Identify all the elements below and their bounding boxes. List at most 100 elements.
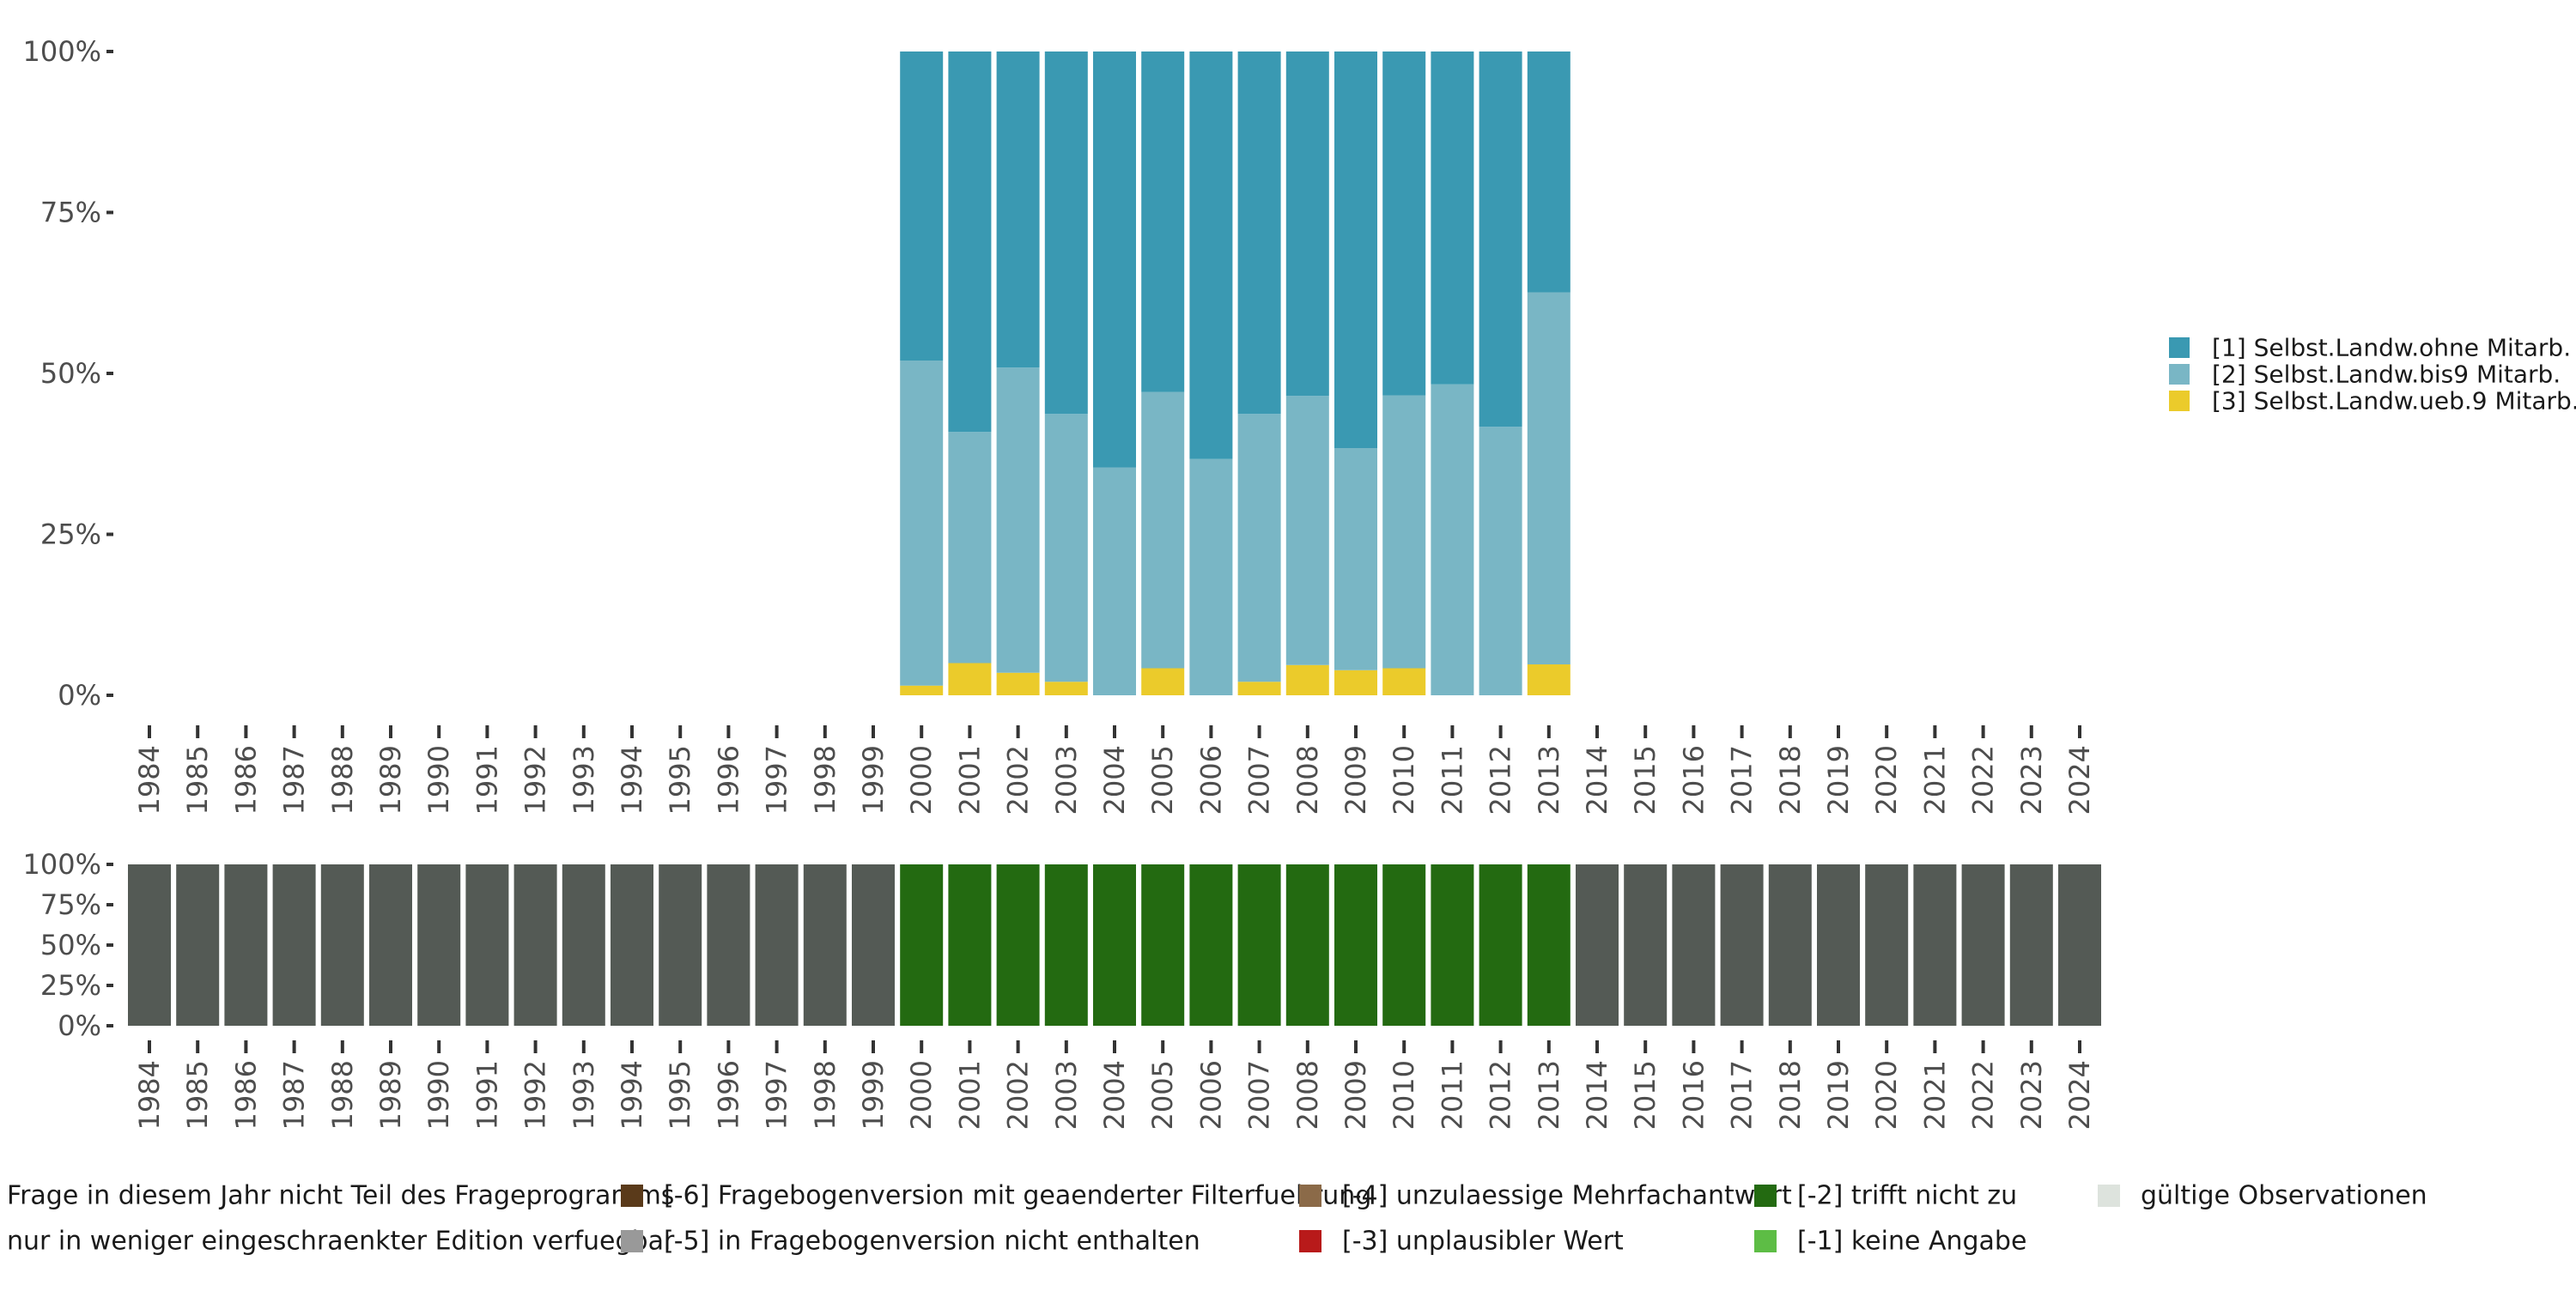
- x-tick-label: 1997: [761, 1060, 793, 1130]
- bar-segment: [1189, 458, 1233, 695]
- bar-segment: [1093, 467, 1136, 695]
- y-tick-label: 100%: [23, 35, 101, 68]
- x-tick-label: 2013: [1533, 1060, 1565, 1130]
- x-tick-label: 2010: [1388, 745, 1420, 815]
- x-tick-label: 1995: [664, 1060, 696, 1130]
- x-tick-label: 2017: [1726, 1060, 1759, 1130]
- bar-segment: [948, 864, 992, 1026]
- bar-segment: [900, 52, 944, 361]
- bar-segment: [1431, 864, 1474, 1026]
- x-tick-label: 1998: [809, 745, 841, 815]
- bar-segment: [465, 864, 509, 1026]
- bottom-panel: 0% 25% 50% 75% 100% 1984 1985 1986 1987 1988 1989 1…: [23, 848, 2101, 1130]
- x-tick-label: 1993: [568, 745, 600, 815]
- x-tick-label: 1986: [229, 745, 262, 815]
- bar-segment: [1141, 668, 1185, 695]
- x-tick-label: 1995: [664, 745, 696, 815]
- bar-segment: [948, 663, 992, 695]
- x-tick-label: 2009: [1340, 745, 1372, 815]
- x-tick-label: 1987: [278, 745, 311, 815]
- x-tick-label: 2008: [1291, 1060, 1324, 1130]
- x-tick-label: 2012: [1485, 1060, 1517, 1130]
- bar-segment: [611, 864, 653, 1026]
- x-tick-label: 2003: [1050, 1060, 1083, 1130]
- x-tick-label: 2019: [1822, 1060, 1855, 1130]
- bar-segment: [1285, 52, 1329, 397]
- bar-segment: [1189, 864, 1233, 1026]
- x-tick-label: 2007: [1243, 745, 1276, 815]
- x-tick-label: 2008: [1291, 745, 1324, 815]
- bar-segment: [1768, 864, 1812, 1026]
- bar-segment: [707, 864, 750, 1026]
- bar-segment: [1576, 864, 1619, 1026]
- x-tick-label: 2024: [2063, 745, 2096, 815]
- x-tick-label: 2022: [1967, 745, 2000, 815]
- x-tick-label: 1993: [568, 1060, 600, 1130]
- bar-segment: [996, 367, 1040, 673]
- x-tick-label: 1992: [519, 1060, 552, 1130]
- x-tick-label: 1986: [229, 1060, 262, 1130]
- bottom-legend-swatch: [621, 1230, 643, 1252]
- x-tick-label: 2014: [1581, 1060, 1613, 1130]
- x-tick-label: 1997: [761, 745, 793, 815]
- bar-segment: [1285, 664, 1329, 695]
- bottom-legend-swatch: [1299, 1185, 1321, 1207]
- bar-segment: [369, 864, 412, 1026]
- x-tick-label: 2003: [1050, 745, 1083, 815]
- bar-segment: [1382, 668, 1426, 695]
- x-tick-label: 2015: [1629, 745, 1662, 815]
- bar-segment: [1334, 52, 1377, 448]
- y-tick-label: 100%: [23, 848, 101, 881]
- bottom-legend-label: nur in weniger eingeschraenkter Edition …: [7, 1227, 675, 1257]
- bottom-legend-label: [-5] in Fragebogenversion nicht enthalte…: [664, 1227, 1200, 1257]
- x-tick-label: 2006: [1194, 1060, 1227, 1130]
- y-tick-label: 50%: [40, 357, 101, 390]
- x-tick-label: 1996: [712, 745, 744, 815]
- bottom-legend-label: [-2] trifft nicht zu: [1797, 1181, 2017, 1211]
- bottom-legend-label: Frage in diesem Jahr nicht Teil des Frag…: [7, 1181, 674, 1211]
- bottom-legend: Frage in diesem Jahr nicht Teil des Frag…: [7, 1181, 2427, 1257]
- x-tick-label: 2011: [1436, 1060, 1468, 1130]
- bar-segment: [1237, 682, 1281, 695]
- bar-segment: [128, 864, 171, 1026]
- bar-segment: [2058, 864, 2101, 1026]
- x-tick-label: 1988: [326, 745, 359, 815]
- bar-segment: [996, 672, 1040, 695]
- bar-segment: [1093, 864, 1136, 1026]
- bar-segment: [2009, 864, 2053, 1026]
- bar-segment: [948, 432, 992, 664]
- x-tick-label: 2016: [1677, 1060, 1710, 1130]
- bar-segment: [1817, 864, 1860, 1026]
- legend-swatch: [2169, 364, 2190, 385]
- x-tick-label: 1999: [857, 1060, 890, 1130]
- x-tick-label: 1992: [519, 745, 552, 815]
- legend-label: [1] Selbst.Landw.ohne Mitarb.: [2212, 334, 2571, 362]
- y-tick-label: 75%: [40, 888, 101, 921]
- x-tick-label: 2013: [1533, 745, 1565, 815]
- x-tick-label: 1988: [326, 1060, 359, 1130]
- x-tick-label: 2007: [1243, 1060, 1276, 1130]
- y-tick-label: 0%: [58, 679, 101, 712]
- legend-swatch: [2169, 391, 2190, 411]
- x-tick-label: 2002: [1002, 745, 1035, 815]
- x-tick-label: 1989: [374, 1060, 407, 1130]
- x-tick-label: 1998: [809, 1060, 841, 1130]
- x-tick-label: 1984: [133, 745, 166, 815]
- bar-segment: [1382, 864, 1426, 1026]
- bar-segment: [1237, 52, 1281, 415]
- x-tick-label: 1984: [133, 1060, 166, 1130]
- bar-segment: [1044, 682, 1088, 695]
- bar-segment: [562, 864, 605, 1026]
- bar-segment: [1044, 864, 1088, 1026]
- x-tick-label: 2000: [905, 745, 938, 815]
- x-tick-label: 2020: [1870, 745, 1903, 815]
- bar-segment: [1382, 52, 1426, 396]
- bottom-legend-swatch: [1754, 1185, 1777, 1207]
- bar-segment: [852, 864, 895, 1026]
- x-tick-label: 2005: [1146, 1060, 1179, 1130]
- bar-segment: [1431, 52, 1474, 385]
- bar-segment: [1479, 427, 1522, 695]
- x-tick-label: 1989: [374, 745, 407, 815]
- bottom-legend-label: gültige Observationen: [2141, 1181, 2427, 1211]
